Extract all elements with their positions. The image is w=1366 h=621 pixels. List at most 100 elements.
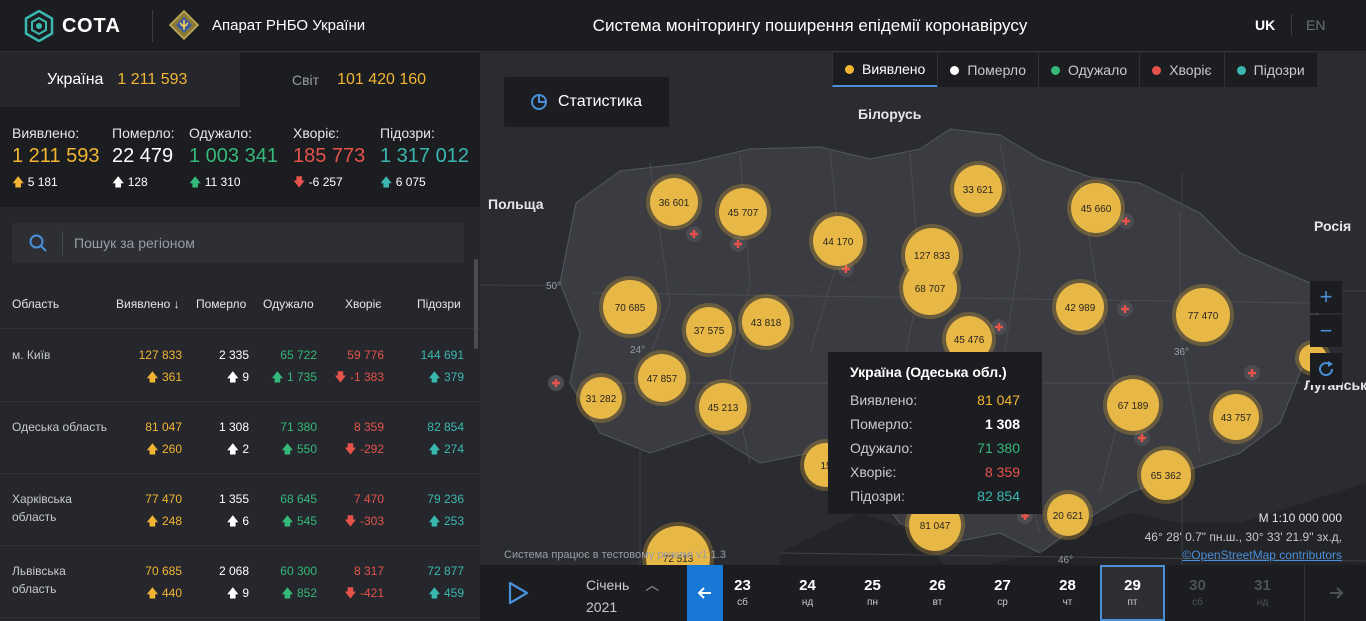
cluster-marker[interactable] [1047,494,1089,536]
zoom-in-button[interactable]: + [1310,281,1342,313]
table-row[interactable]: м. Київ 127 833 🡅 361 2 335 🡅 9 65 722 🡅 1 735… [0,330,480,402]
cluster-count: 33 621 [963,185,994,196]
arrow-up-icon: 🡅 [112,175,125,189]
tooltip-row: Виявлено: 81 047 [850,388,1020,412]
tab-ukraine[interactable]: Україна 1 211 593 [0,53,240,107]
scrollbar[interactable] [474,259,478,349]
day-27[interactable]: 27 ср [970,565,1035,621]
cluster-marker[interactable] [903,261,957,315]
arrow-up-icon: 🡅 [281,586,294,600]
col-sick[interactable]: Хворіє [345,297,382,311]
legend-sick[interactable]: Хворіє [1139,53,1223,87]
cluster-marker[interactable] [1107,379,1159,431]
arrow-up-icon: 🡅 [12,175,25,189]
red-cross-mark [1138,434,1146,442]
cluster-marker[interactable] [699,383,747,431]
month-label: Січень [586,577,630,593]
tooltip-row: Померло: 1 308 [850,412,1020,436]
table-row[interactable]: Львівська область 70 685 🡅 440 2 068 🡅 9 60 30… [0,546,480,618]
cluster-marker[interactable] [813,216,863,266]
tab-world[interactable]: Світ 101 420 160 [240,53,480,107]
legend-confirmed[interactable]: Виявлено [832,53,938,87]
cluster-marker[interactable] [650,178,698,226]
ukraine-label: Україна [47,71,104,88]
cell-confirmed: 127 833 [138,348,182,362]
day-31[interactable]: 31 нд [1230,565,1295,621]
map-area[interactable]: Білорусь Польща Росія Луганськ 50° 24° 36° 46° 3… [480,53,1366,621]
grid-label: 46° [1058,555,1073,566]
cluster-marker[interactable] [1213,394,1259,440]
cluster-marker[interactable] [954,165,1002,213]
cluster-marker[interactable] [603,280,657,334]
zoom-out-button[interactable]: − [1310,315,1342,347]
grid-label: 36° [1174,347,1189,358]
cluster-count: 42 989 [1065,303,1096,314]
legend-label: Хворіє [1169,62,1212,78]
day-26[interactable]: 26 вт [905,565,970,621]
region-search[interactable] [12,223,464,263]
cluster-marker[interactable] [1141,450,1191,500]
arrow-up-icon: 🡅 [428,514,441,528]
play-icon[interactable] [502,578,532,608]
cell-sick-delta: 🡇 -292 [344,440,384,461]
sota-logo[interactable]: СОТА [24,10,121,42]
delta-value: -292 [359,442,384,456]
day-25[interactable]: 25 пн [840,565,905,621]
ukraine-territory[interactable] [559,128,1321,554]
osm-attribution-link[interactable]: ©OpenStreetMap contributors [1182,548,1342,562]
cluster-marker[interactable] [638,354,686,402]
legend-label: Підозри [1253,62,1305,78]
col-suspected[interactable]: Підозри [417,297,461,311]
country-label-belarus: Білорусь [858,106,922,122]
cluster-count: 81 047 [920,521,951,532]
tooltip-title: Україна (Одеська обл.) [850,364,1007,380]
day-28[interactable]: 28 чт [1035,565,1100,621]
cluster-marker[interactable] [1056,283,1104,331]
arrow-up-icon: 🡅 [281,442,294,456]
tooltip-label: Виявлено: [850,392,918,408]
cell-suspected: 82 854 [427,420,464,434]
statistics-button[interactable]: Статистика [504,77,669,127]
cluster-marker[interactable] [742,298,790,346]
lang-en-button[interactable]: EN [1306,17,1326,33]
day-number: 28 [1059,577,1076,594]
lang-uk-button[interactable]: UK [1255,17,1276,33]
prev-day-button[interactable] [687,565,723,621]
table-row[interactable]: Одеська область 81 047 🡅 260 1 308 🡅 2 71 380… [0,402,480,474]
col-confirmed[interactable]: Виявлено ↓ [116,297,180,311]
cluster-marker[interactable] [946,316,992,362]
arrow-right-icon [1329,587,1343,599]
col-region[interactable]: Область [12,297,60,311]
tooltip-row: Хворіє: 8 359 [850,460,1020,484]
legend-deaths[interactable]: Померло [937,53,1038,87]
cell-recovered-delta: 🡅 550 [281,440,317,461]
hexagon-logo-icon [24,10,54,42]
cluster-marker[interactable] [1071,183,1121,233]
arrow-up-icon: 🡅 [428,586,441,600]
day-30[interactable]: 30 сб [1165,565,1230,621]
legend-recovered[interactable]: Одужало [1038,53,1139,87]
day-number: 29 [1124,577,1141,594]
col-deaths[interactable]: Померло [196,297,247,311]
cluster-marker[interactable] [686,307,732,353]
cluster-count: 77 470 [1188,311,1219,322]
search-input[interactable] [74,223,454,263]
table-row[interactable]: Харківська область 77 470 🡅 248 1 355 🡅 6 68 6… [0,474,480,546]
next-day-button[interactable] [1304,565,1366,621]
org-block[interactable]: Апарат РНБО України [168,9,365,41]
col-recovered[interactable]: Одужало [263,297,314,311]
reset-view-button[interactable] [1310,353,1342,385]
delta-value: -303 [359,514,384,528]
day-23[interactable]: 23 сб [710,565,775,621]
day-29[interactable]: 29 пт [1100,565,1165,621]
month-selector[interactable]: Січень ︿ 2021 [586,575,659,615]
day-24[interactable]: 24 нд [775,565,840,621]
legend-suspected[interactable]: Підозри [1223,53,1317,87]
cell-sick-delta: 🡇 -303 [344,512,384,533]
cluster-marker[interactable] [580,377,622,419]
header-divider [152,10,153,42]
cluster-marker[interactable] [1176,288,1230,342]
cluster-marker[interactable] [719,188,767,236]
map-coords: 46° 28' 0.7" пн.ш., 30° 33' 21.9" зх.д, [1144,530,1342,544]
statistics-label: Статистика [558,93,643,110]
